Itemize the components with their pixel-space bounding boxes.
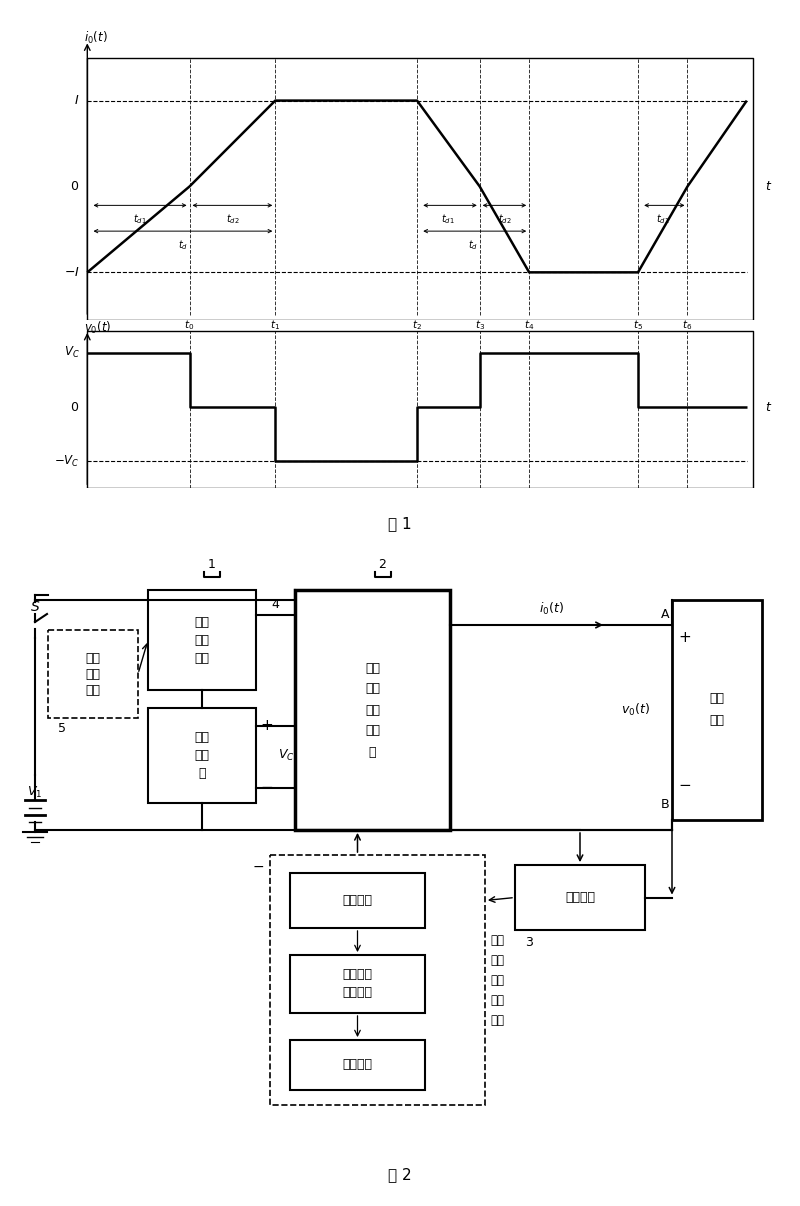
Text: $i_0(t)$: $i_0(t)$	[84, 30, 108, 46]
Text: 1: 1	[208, 558, 216, 572]
Text: $t$: $t$	[766, 400, 773, 414]
Text: 能量: 能量	[194, 615, 210, 628]
Text: +: +	[678, 631, 690, 645]
Text: $t_{d1}$: $t_{d1}$	[442, 212, 455, 226]
Text: 源: 源	[198, 767, 206, 780]
Bar	[148, 708, 256, 803]
Text: −: −	[678, 778, 690, 792]
Text: 控制: 控制	[86, 667, 101, 680]
Text: $t$: $t$	[766, 180, 773, 193]
Bar	[290, 873, 425, 927]
Bar	[148, 590, 256, 690]
Text: $v_0(t)$: $v_0(t)$	[621, 702, 650, 718]
Text: +: +	[260, 719, 273, 733]
Text: 3: 3	[525, 936, 533, 948]
Text: $V_C$: $V_C$	[64, 345, 79, 361]
Bar	[48, 630, 138, 718]
Text: B: B	[660, 798, 669, 812]
Text: 控制时序: 控制时序	[342, 968, 373, 982]
Text: 电流: 电流	[490, 973, 504, 987]
Text: $0$: $0$	[70, 180, 79, 193]
Text: 电路: 电路	[86, 684, 101, 697]
Text: $t_0$: $t_0$	[185, 318, 194, 332]
Text: 电路: 电路	[490, 1013, 504, 1026]
Text: $i_0(t)$: $i_0(t)$	[538, 601, 563, 617]
Text: 电流: 电流	[365, 703, 380, 716]
Text: 方波: 方波	[365, 683, 380, 696]
Text: 驱动电路: 驱动电路	[342, 894, 373, 907]
Text: 频率调节: 频率调节	[342, 1059, 373, 1071]
Text: $t_1$: $t_1$	[270, 318, 280, 332]
Text: −: −	[252, 860, 264, 874]
Text: 图 1: 图 1	[388, 516, 412, 531]
Text: 嵌位: 嵌位	[194, 731, 210, 744]
Text: 5: 5	[58, 721, 66, 734]
Text: 负载: 负载	[710, 714, 725, 726]
Text: $t_2$: $t_2$	[412, 318, 422, 332]
Text: 器: 器	[369, 745, 376, 759]
Text: $-I$: $-I$	[63, 265, 79, 279]
Text: $t_{d2}$: $t_{d2}$	[226, 212, 239, 226]
Text: $t_d$: $t_d$	[178, 238, 188, 252]
Text: 交流: 交流	[490, 933, 504, 947]
Text: $t_3$: $t_3$	[474, 318, 485, 332]
Text: 2: 2	[378, 558, 386, 572]
Text: 嵌位电路: 嵌位电路	[565, 891, 595, 904]
Text: $V_C$: $V_C$	[278, 748, 294, 763]
Bar	[290, 955, 425, 1013]
Text: 交流: 交流	[365, 662, 380, 674]
Text: 控制: 控制	[490, 994, 504, 1007]
Text: 产生电路: 产生电路	[342, 987, 373, 1000]
Text: 方波: 方波	[490, 954, 504, 966]
Text: S: S	[30, 601, 39, 614]
Text: 滞环: 滞环	[86, 651, 101, 665]
Text: 4: 4	[271, 598, 279, 611]
Text: $I$: $I$	[74, 94, 79, 107]
Text: $v_0(t)$: $v_0(t)$	[84, 321, 111, 336]
Text: 发生: 发生	[365, 725, 380, 738]
Text: A: A	[661, 609, 669, 621]
Text: $0$: $0$	[70, 400, 79, 414]
Text: $t_4$: $t_4$	[524, 318, 534, 332]
Bar	[672, 601, 762, 820]
Text: $t_{d1}$: $t_{d1}$	[656, 212, 670, 226]
Text: 电路: 电路	[194, 651, 210, 665]
Bar	[290, 1040, 425, 1090]
Text: 图 2: 图 2	[388, 1167, 412, 1182]
Bar	[295, 590, 450, 830]
Text: 电压: 电压	[194, 749, 210, 762]
Text: $V_1$: $V_1$	[27, 784, 42, 800]
Bar	[270, 855, 485, 1105]
Text: $t_5$: $t_5$	[633, 318, 643, 332]
Text: $t_{d2}$: $t_{d2}$	[498, 212, 511, 226]
Text: 感性: 感性	[710, 691, 725, 704]
Text: $t_d$: $t_d$	[468, 238, 478, 252]
Text: 补充: 补充	[194, 633, 210, 646]
Text: −: −	[260, 780, 273, 796]
Text: $t_{d1}$: $t_{d1}$	[133, 212, 147, 226]
Bar	[515, 865, 645, 930]
Text: $-V_C$: $-V_C$	[54, 453, 79, 469]
Text: $t_6$: $t_6$	[682, 318, 693, 332]
